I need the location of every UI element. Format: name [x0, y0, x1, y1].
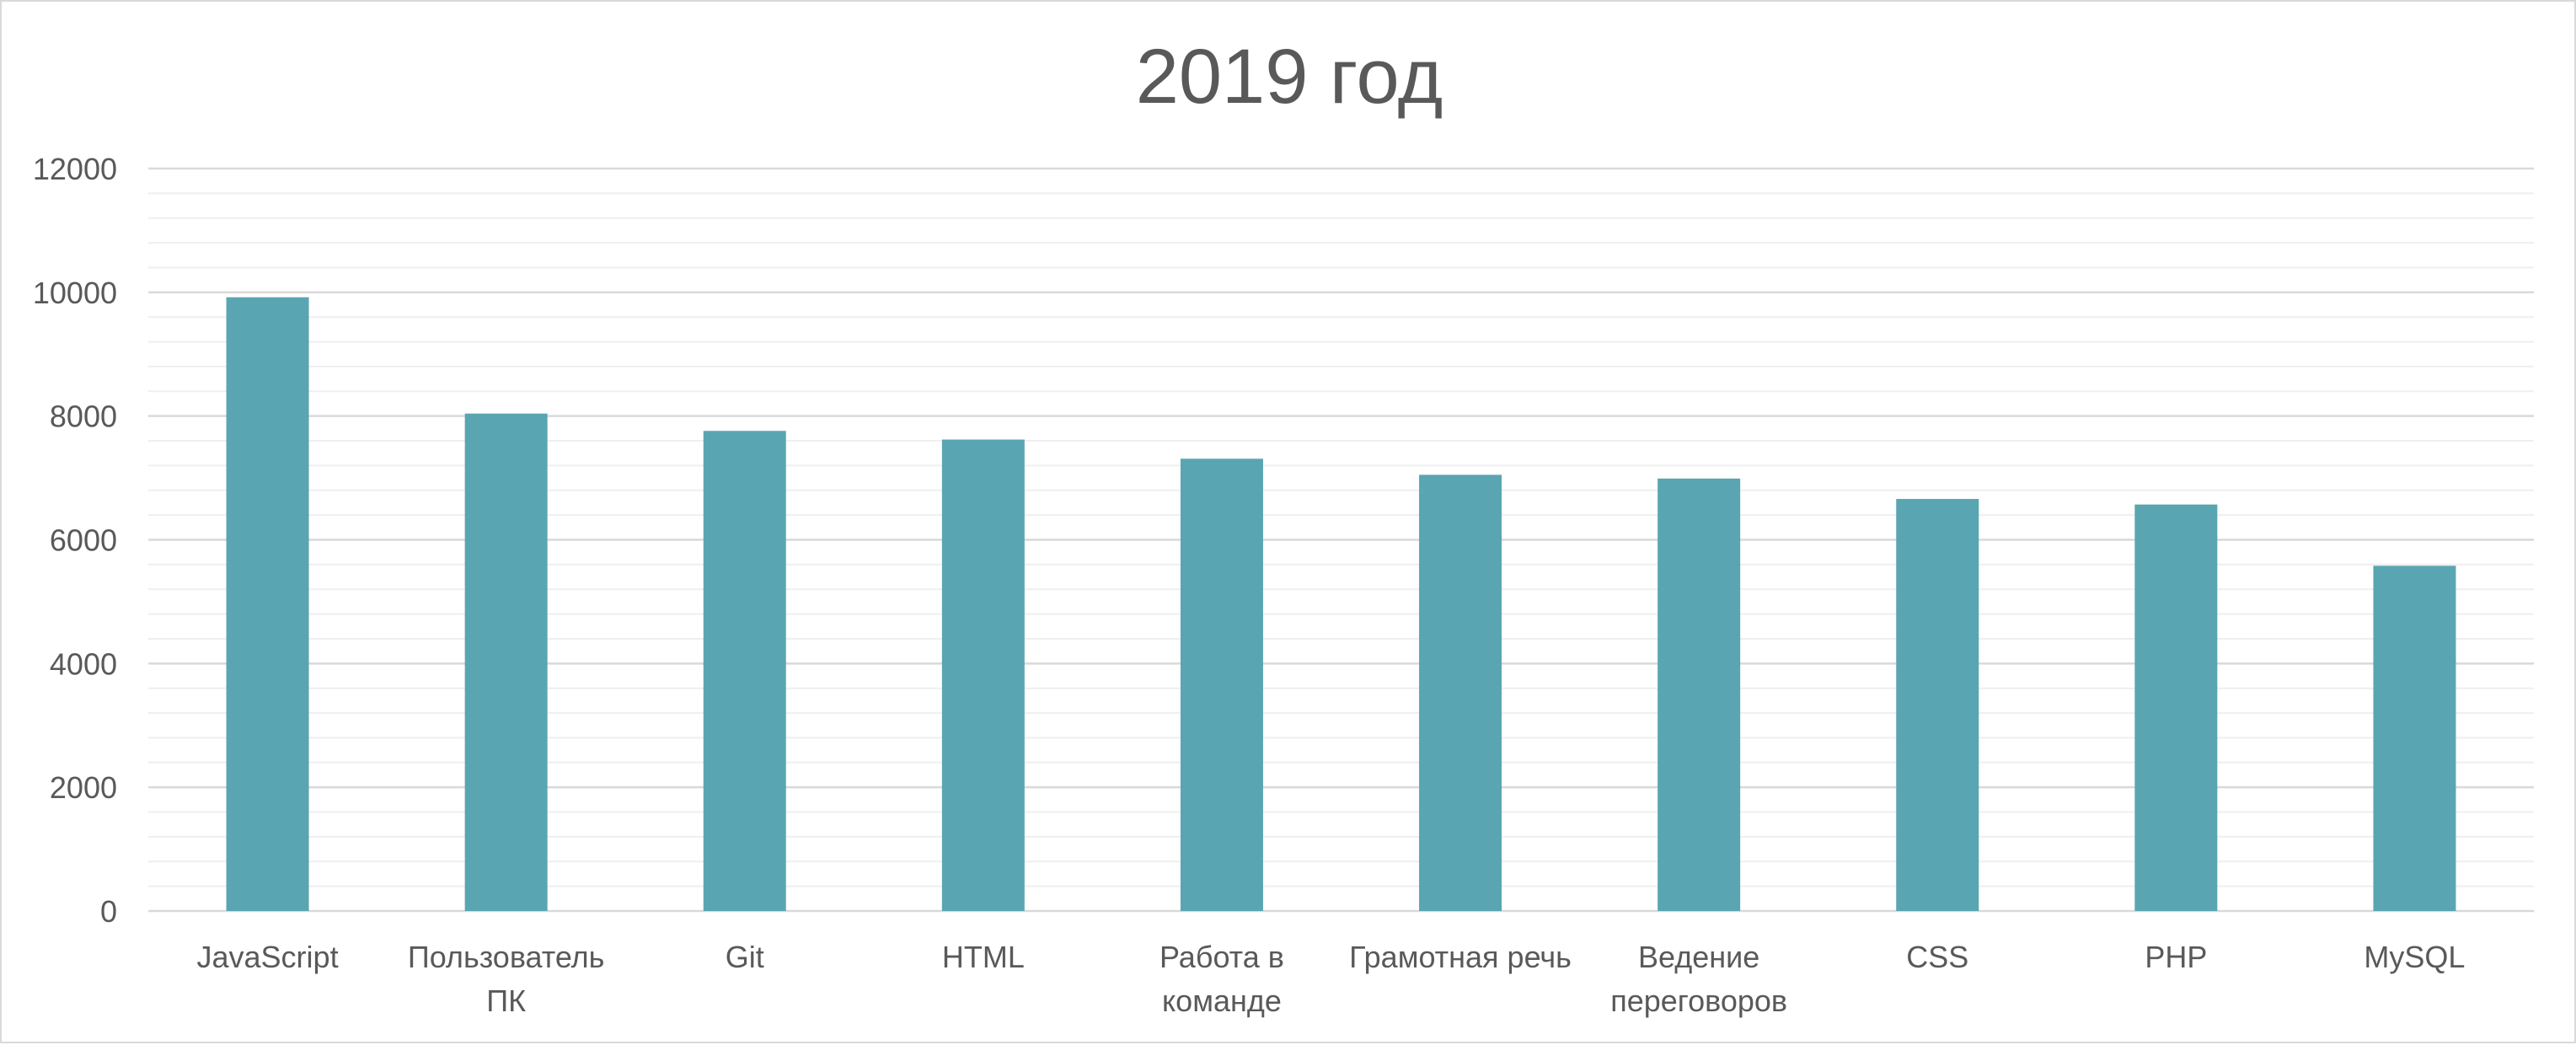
y-axis-ticks: 0 2000 4000 6000 8000 10000 12000	[33, 152, 117, 929]
x-tick-label-line: Пользователь	[408, 940, 605, 974]
x-tick-label: HTML	[942, 940, 1025, 974]
x-tick-label-line: MySQL	[2364, 940, 2465, 974]
x-tick-label: Работа в команде	[1159, 940, 1284, 1018]
y-tick-label: 10000	[33, 276, 117, 310]
bar	[1419, 474, 1502, 911]
x-tick-label: Git	[726, 940, 764, 974]
bar	[2373, 565, 2456, 911]
chart-title: 2019 год	[1136, 34, 1443, 120]
x-tick-label-line: HTML	[942, 940, 1025, 974]
x-tick-label: PHP	[2145, 940, 2207, 974]
x-tick-label: JavaScript	[197, 940, 339, 974]
y-tick-label: 0	[100, 894, 117, 929]
x-tick-label-line: ПК	[486, 983, 526, 1018]
y-tick-label: 4000	[50, 646, 117, 681]
bar	[2134, 504, 2218, 911]
x-tick-label-line: Грамотная речь	[1349, 940, 1572, 974]
bar	[464, 413, 548, 912]
x-tick-label-line: Ведение	[1638, 940, 1759, 974]
y-tick-label: 12000	[33, 152, 117, 186]
x-tick-label: MySQL	[2364, 940, 2465, 974]
x-tick-label-line: Работа в	[1159, 940, 1284, 974]
y-tick-label: 2000	[50, 770, 117, 805]
y-tick-label: 6000	[50, 523, 117, 558]
x-axis-labels: JavaScript Пользователь ПК Git HTML Работа в к…	[197, 940, 2466, 1018]
x-tick-label-line: PHP	[2145, 940, 2207, 974]
y-tick-label: 8000	[50, 399, 117, 434]
x-tick-label-line: JavaScript	[197, 940, 339, 974]
bar	[1180, 458, 1263, 911]
x-tick-label: Грамотная речь	[1349, 940, 1572, 974]
x-tick-label: CSS	[1906, 940, 1968, 974]
bar	[1658, 478, 1741, 911]
bar	[226, 297, 309, 911]
x-tick-label-line: CSS	[1906, 940, 1968, 974]
x-tick-label-line: команде	[1162, 983, 1282, 1018]
bar	[703, 431, 786, 912]
x-tick-label: Ведение переговоров	[1610, 940, 1787, 1018]
bars-layer	[226, 297, 2456, 912]
x-tick-label: Пользователь ПК	[408, 940, 605, 1018]
x-tick-label-line: Git	[726, 940, 764, 974]
bar	[941, 439, 1025, 911]
x-tick-label-line: переговоров	[1610, 983, 1787, 1018]
bar	[1896, 499, 1979, 911]
